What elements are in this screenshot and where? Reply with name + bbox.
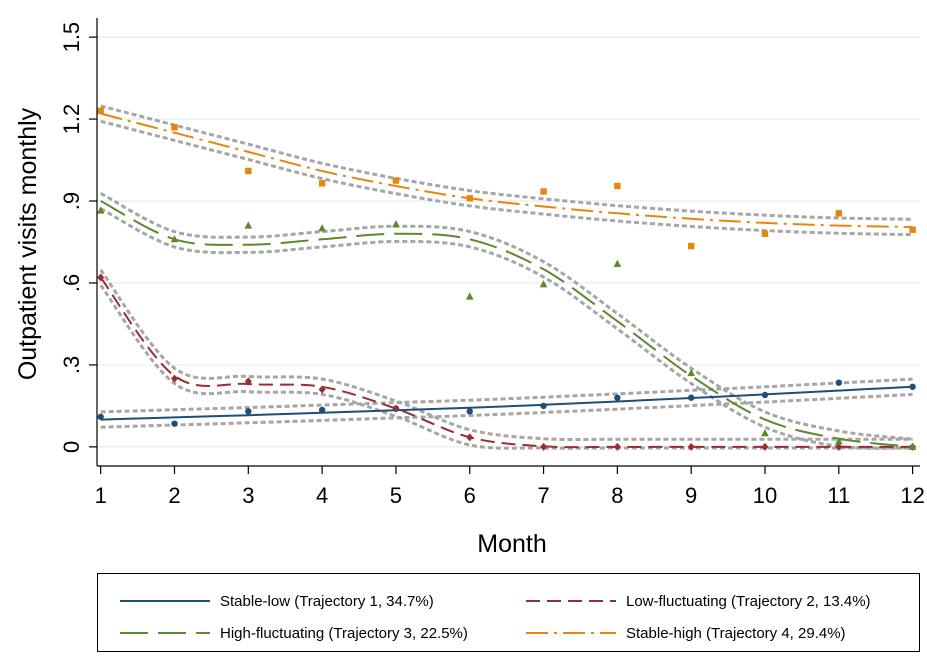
stable-low-observed-point [540, 402, 547, 410]
x-tick-label: 9 [685, 483, 697, 508]
x-tick-label: 12 [900, 483, 924, 508]
stable-low-observed-point [318, 406, 326, 414]
confidence-bands [99, 104, 913, 450]
high-fluctuating-ci-lower [100, 207, 913, 450]
high-fluctuating-observed-point [613, 259, 622, 267]
stable-low-ci-upper [100, 377, 913, 414]
legend-label-high-fluctuating: High-fluctuating (Trajectory 3, 22.5%) [220, 624, 468, 642]
stable-low-observed-point [687, 394, 695, 401]
low-fluctuating-observed-point [244, 377, 252, 386]
legend-swatch-stable-low [120, 600, 210, 602]
low-fluctuating-observed-point [687, 442, 695, 451]
stable-low-observed-point [761, 391, 769, 399]
legend-item-high-fluctuating: High-fluctuating (Trajectory 3, 22.5%) [120, 620, 468, 646]
low-fluctuating-observed-point [835, 442, 843, 451]
stable-low-observed-point [245, 408, 252, 415]
x-tick-label: 11 [827, 483, 850, 508]
legend-item-low-fluctuating: Low-fluctuating (Trajectory 2, 13.4%) [526, 588, 871, 614]
legend-swatch-stable-high [526, 632, 616, 634]
low-fluctuating-observed-point [171, 374, 179, 383]
high-fluctuating-observed-point [244, 221, 253, 229]
legend: Stable-low (Trajectory 1, 34.7%) Low-flu… [97, 573, 920, 652]
legend-item-stable-low: Stable-low (Trajectory 1, 34.7%) [120, 588, 434, 614]
low-fluctuating-ci-lower [99, 284, 913, 450]
y-axis-title: Outpatient visits monthly [14, 107, 42, 380]
low-fluctuating-observed-point [97, 273, 105, 282]
high-fluctuating-observed-point [687, 368, 695, 377]
stable-high-observed-point [466, 195, 473, 202]
low-fluctuating-observed-point [613, 442, 621, 451]
high-fluctuating-observed-point [170, 235, 179, 243]
stable-high-observed-point [245, 167, 252, 175]
y-tick-label: 1.2 [59, 104, 84, 135]
axes [96, 18, 920, 467]
fitted-lines [99, 112, 913, 449]
stable-low-fitted-line [100, 385, 913, 421]
high-fluctuating-observed-point [835, 437, 843, 445]
legend-item-stable-high: Stable-high (Trajectory 4, 29.4%) [526, 620, 846, 646]
high-fluctuating-observed-point [96, 206, 105, 214]
y-tick-label: .3 [59, 356, 84, 374]
stable-high-observed-point [909, 226, 916, 233]
high-fluctuating-fitted-line [100, 200, 913, 448]
stable-high-observed-point [171, 124, 178, 131]
high-fluctuating-observed-point [761, 429, 769, 437]
stable-low-observed-point [909, 383, 916, 390]
stable-low-observed-point [835, 379, 843, 386]
tick-marks: 0.3.6.91.21.51 2 3 4 5 6 7 8 9 10 11 12 [59, 22, 925, 508]
legend-label-stable-high: Stable-high (Trajectory 4, 29.4%) [626, 624, 846, 642]
stable-low-observed-point [466, 408, 473, 415]
x-tick-label: 1 [95, 483, 107, 508]
high-fluctuating-observed-point [908, 442, 917, 450]
x-tick-label: 7 [537, 483, 549, 508]
stable-high-observed-point [687, 242, 695, 250]
low-fluctuating-observed-point [318, 385, 326, 394]
stable-high-observed-point [761, 230, 769, 238]
high-fluctuating-observed-point [318, 224, 326, 232]
legend-label-stable-low: Stable-low (Trajectory 1, 34.7%) [220, 592, 434, 610]
stable-high-observed-point [97, 107, 104, 115]
stable-low-observed-point [97, 413, 104, 421]
stable-high-fitted-line [100, 112, 913, 228]
low-fluctuating-observed-point [392, 404, 400, 413]
observed-markers [96, 107, 917, 451]
stable-low-observed-point [171, 420, 178, 427]
x-tick-label: 10 [753, 483, 777, 508]
legend-swatch-low-fluctuating [526, 600, 616, 602]
low-fluctuating-observed-point [466, 433, 474, 442]
low-fluctuating-observed-point [540, 442, 548, 451]
low-fluctuating-ci-upper [99, 269, 913, 442]
x-tick-label: 4 [316, 483, 328, 508]
x-axis-title: Month [477, 530, 546, 558]
legend-swatch-high-fluctuating [120, 632, 210, 634]
y-tick-label: 1.5 [59, 22, 84, 53]
high-fluctuating-observed-point [539, 280, 548, 288]
x-tick-label: 8 [611, 483, 623, 508]
low-fluctuating-observed-point [761, 442, 769, 451]
stable-high-observed-point [318, 180, 326, 187]
high-fluctuating-observed-point [392, 220, 400, 228]
x-tick-label: 5 [390, 483, 402, 508]
high-fluctuating-observed-point [465, 292, 474, 300]
stable-high-observed-point [614, 182, 621, 190]
x-tick-label: 6 [464, 483, 476, 508]
legend-label-low-fluctuating: Low-fluctuating (Trajectory 2, 13.4%) [626, 592, 871, 610]
high-fluctuating-ci-upper [100, 192, 913, 441]
stable-low-observed-point [614, 394, 621, 401]
y-tick-label: .9 [59, 192, 84, 210]
x-tick-label: 2 [168, 483, 180, 508]
y-tick-label: 0 [59, 441, 84, 453]
x-tick-label: 3 [242, 483, 254, 508]
stable-high-observed-point [835, 210, 843, 217]
stable-high-observed-point [540, 188, 547, 195]
stable-low-ci-lower [100, 392, 913, 429]
y-tick-label: .6 [59, 274, 84, 292]
stable-high-ci-upper [100, 104, 913, 221]
stable-high-observed-point [392, 177, 400, 184]
stable-high-ci-lower [100, 119, 913, 237]
